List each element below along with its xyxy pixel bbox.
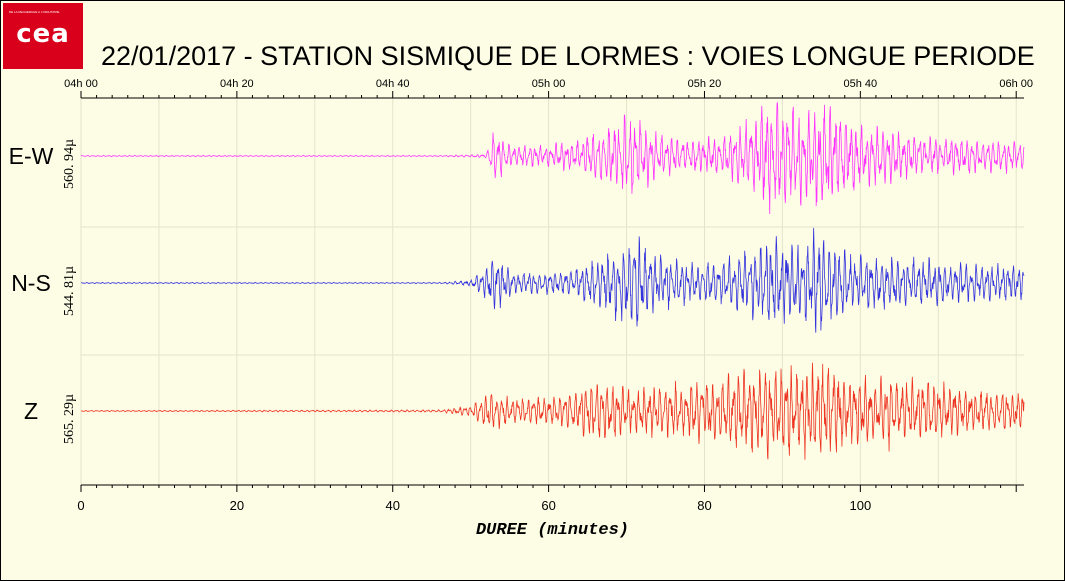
top-time-label: 04h 20	[220, 78, 254, 90]
logo-text: cea	[16, 19, 70, 49]
top-time-label: 05h 20	[688, 78, 722, 90]
x-tick-label: 40	[386, 498, 400, 513]
top-time-label: 04h 40	[376, 78, 410, 90]
trace-z	[80, 362, 1025, 460]
cea-logo: DE LA RECHERCHE À L'INDUSTRIE cea	[3, 3, 83, 69]
channel-label: N-S	[11, 270, 51, 296]
chart-title: 22/01/2017 - STATION SISMIQUE DE LORMES …	[101, 41, 1035, 71]
channel-scale: 565. 29µ	[62, 394, 77, 444]
logo-tagline: DE LA RECHERCHE À L'INDUSTRIE	[9, 11, 60, 14]
channel-scale: 544. 81µ	[62, 266, 77, 316]
channel-scale: 560. 94µ	[62, 139, 77, 189]
trace-ns	[80, 227, 1025, 333]
x-tick-label: 60	[541, 498, 555, 513]
top-time-label: 05h 00	[532, 78, 566, 90]
channel-label: Z	[24, 398, 38, 424]
x-tick-label: 100	[849, 498, 871, 513]
trace-ew	[80, 101, 1025, 214]
top-time-label: 05h 40	[844, 78, 878, 90]
x-tick-label: 20	[230, 498, 244, 513]
x-tick-label: 0	[77, 498, 84, 513]
x-tick-label: 80	[697, 498, 711, 513]
channel-label: E-W	[9, 143, 54, 169]
top-time-label: 06h 00	[999, 78, 1033, 90]
top-time-label: 04h 00	[64, 78, 98, 90]
x-axis-label: DUREE (minutes)	[476, 521, 629, 540]
